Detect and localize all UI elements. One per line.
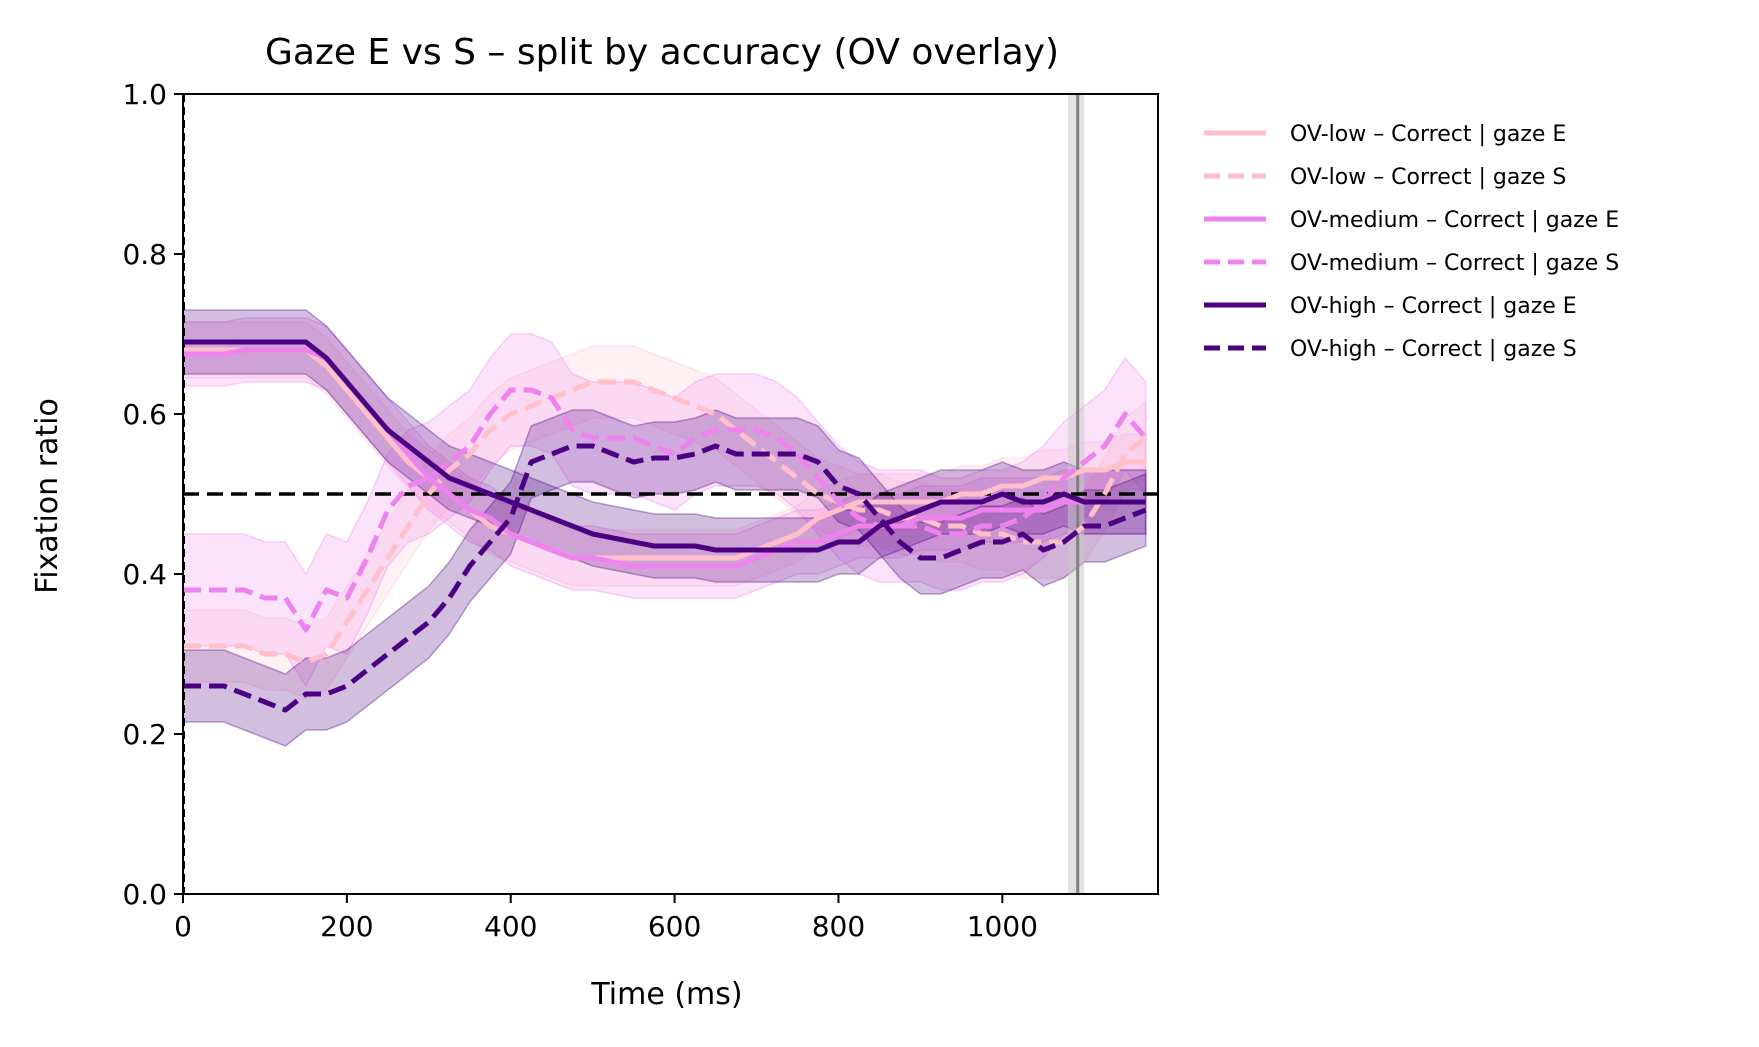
band-series-6 xyxy=(182,409,1147,747)
plot-frame xyxy=(182,93,1159,895)
reference-lines xyxy=(183,94,1158,894)
legend-label-5: OV-high – Correct | gaze E xyxy=(1290,294,1577,319)
series-line-5 xyxy=(183,339,1146,553)
y-tick-label: 1.0 xyxy=(122,78,167,111)
x-tick-label: 1000 xyxy=(967,910,1038,943)
y-tick-label: 0.0 xyxy=(122,878,167,911)
y-tick-label: 0.8 xyxy=(122,238,167,271)
x-tick-label: 400 xyxy=(484,910,537,943)
series-line-4 xyxy=(183,387,1148,633)
band-series-2 xyxy=(182,345,1147,699)
x-tick-label: 600 xyxy=(648,910,701,943)
series-lines xyxy=(183,339,1148,713)
y-tick-label: 0.6 xyxy=(122,398,167,431)
axes: 0 200 400 600 800 1000 0.0 0.2 0.4 0.6 0.8 1.0 xyxy=(122,78,1159,943)
series-line-2 xyxy=(183,379,1148,665)
legend-label-6: OV-high – Correct | gaze S xyxy=(1290,337,1577,362)
legend: OV-low – Correct | gaze E OV-low – Correc… xyxy=(1204,122,1619,362)
series-line-1 xyxy=(183,347,1146,561)
chart-title: Gaze E vs S – split by accuracy (OV over… xyxy=(265,32,1059,73)
x-axis-label: Time (ms) xyxy=(590,977,742,1012)
legend-label-4: OV-medium – Correct | gaze S xyxy=(1290,251,1619,276)
x-tick-label: 0 xyxy=(174,910,192,943)
y-axis-label: Fixation ratio xyxy=(30,398,65,594)
legend-label-1: OV-low – Correct | gaze E xyxy=(1290,122,1566,147)
x-tick-label: 200 xyxy=(320,910,373,943)
y-tick-label: 0.2 xyxy=(122,718,167,751)
series-line-6 xyxy=(183,443,1147,713)
x-tick-label: 800 xyxy=(812,910,865,943)
y-tick-label: 0.4 xyxy=(122,558,167,591)
legend-label-2: OV-low – Correct | gaze S xyxy=(1290,165,1566,190)
legend-label-3: OV-medium – Correct | gaze E xyxy=(1290,208,1619,233)
